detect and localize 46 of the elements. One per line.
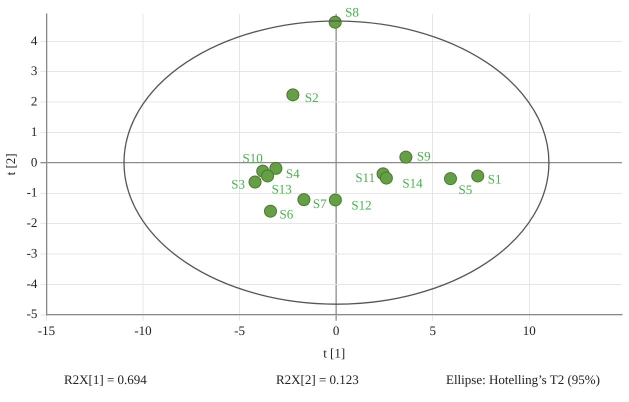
data-label: S6: [279, 206, 294, 222]
data-label: S14: [402, 175, 424, 190]
data-label: S12: [351, 197, 372, 212]
point: [380, 172, 393, 185]
y-tick-label: -2: [26, 215, 38, 230]
text: R2X[1] = 0.694: [64, 372, 147, 388]
y-tick-label: 0: [30, 154, 38, 170]
data-label: S9: [416, 148, 431, 164]
point: [269, 162, 282, 175]
data-label: S5: [458, 182, 472, 198]
point: [264, 204, 277, 218]
x-tick-label: -15: [38, 323, 56, 338]
point: [328, 193, 342, 206]
text: Ellipse: Hotelling’s T2 (95%): [446, 372, 600, 388]
y-tick-label: 4: [30, 32, 38, 48]
data-label: S2: [304, 90, 319, 106]
x-axis-title: t [1]: [323, 346, 346, 361]
y-tick-label: -5: [26, 306, 38, 322]
y-tick-label: -1: [26, 184, 38, 200]
point: [261, 169, 274, 182]
text: R2X[2] = 0.123: [276, 372, 359, 388]
point: [248, 176, 262, 189]
data-label: S8: [345, 4, 359, 20]
y-tick-label: 2: [30, 94, 38, 109]
data-label: S11: [355, 170, 376, 186]
x-tick-label: 5: [429, 323, 436, 338]
y-axis-title: t [2]: [3, 153, 18, 176]
data-label: S7: [312, 196, 328, 212]
point: [286, 88, 300, 102]
point: [297, 193, 310, 206]
data-label: S13: [272, 181, 292, 196]
data-label: S10: [242, 150, 263, 166]
y-tick-label: -4: [26, 276, 38, 291]
point: [399, 150, 412, 164]
point: [444, 172, 457, 186]
y-tick-label: -3: [26, 245, 38, 260]
point: [471, 169, 484, 182]
x-tick-label: 0: [332, 323, 340, 338]
x-tick-label: -10: [134, 323, 152, 338]
y-tick-label: 1: [30, 124, 38, 139]
data-label: S4: [286, 166, 300, 181]
data-label: S3: [231, 176, 246, 192]
x-tick-label: -5: [234, 323, 245, 338]
y-tick-label: 3: [30, 63, 38, 78]
x-tick-label: 10: [522, 323, 536, 338]
data-label: S1: [488, 171, 502, 186]
